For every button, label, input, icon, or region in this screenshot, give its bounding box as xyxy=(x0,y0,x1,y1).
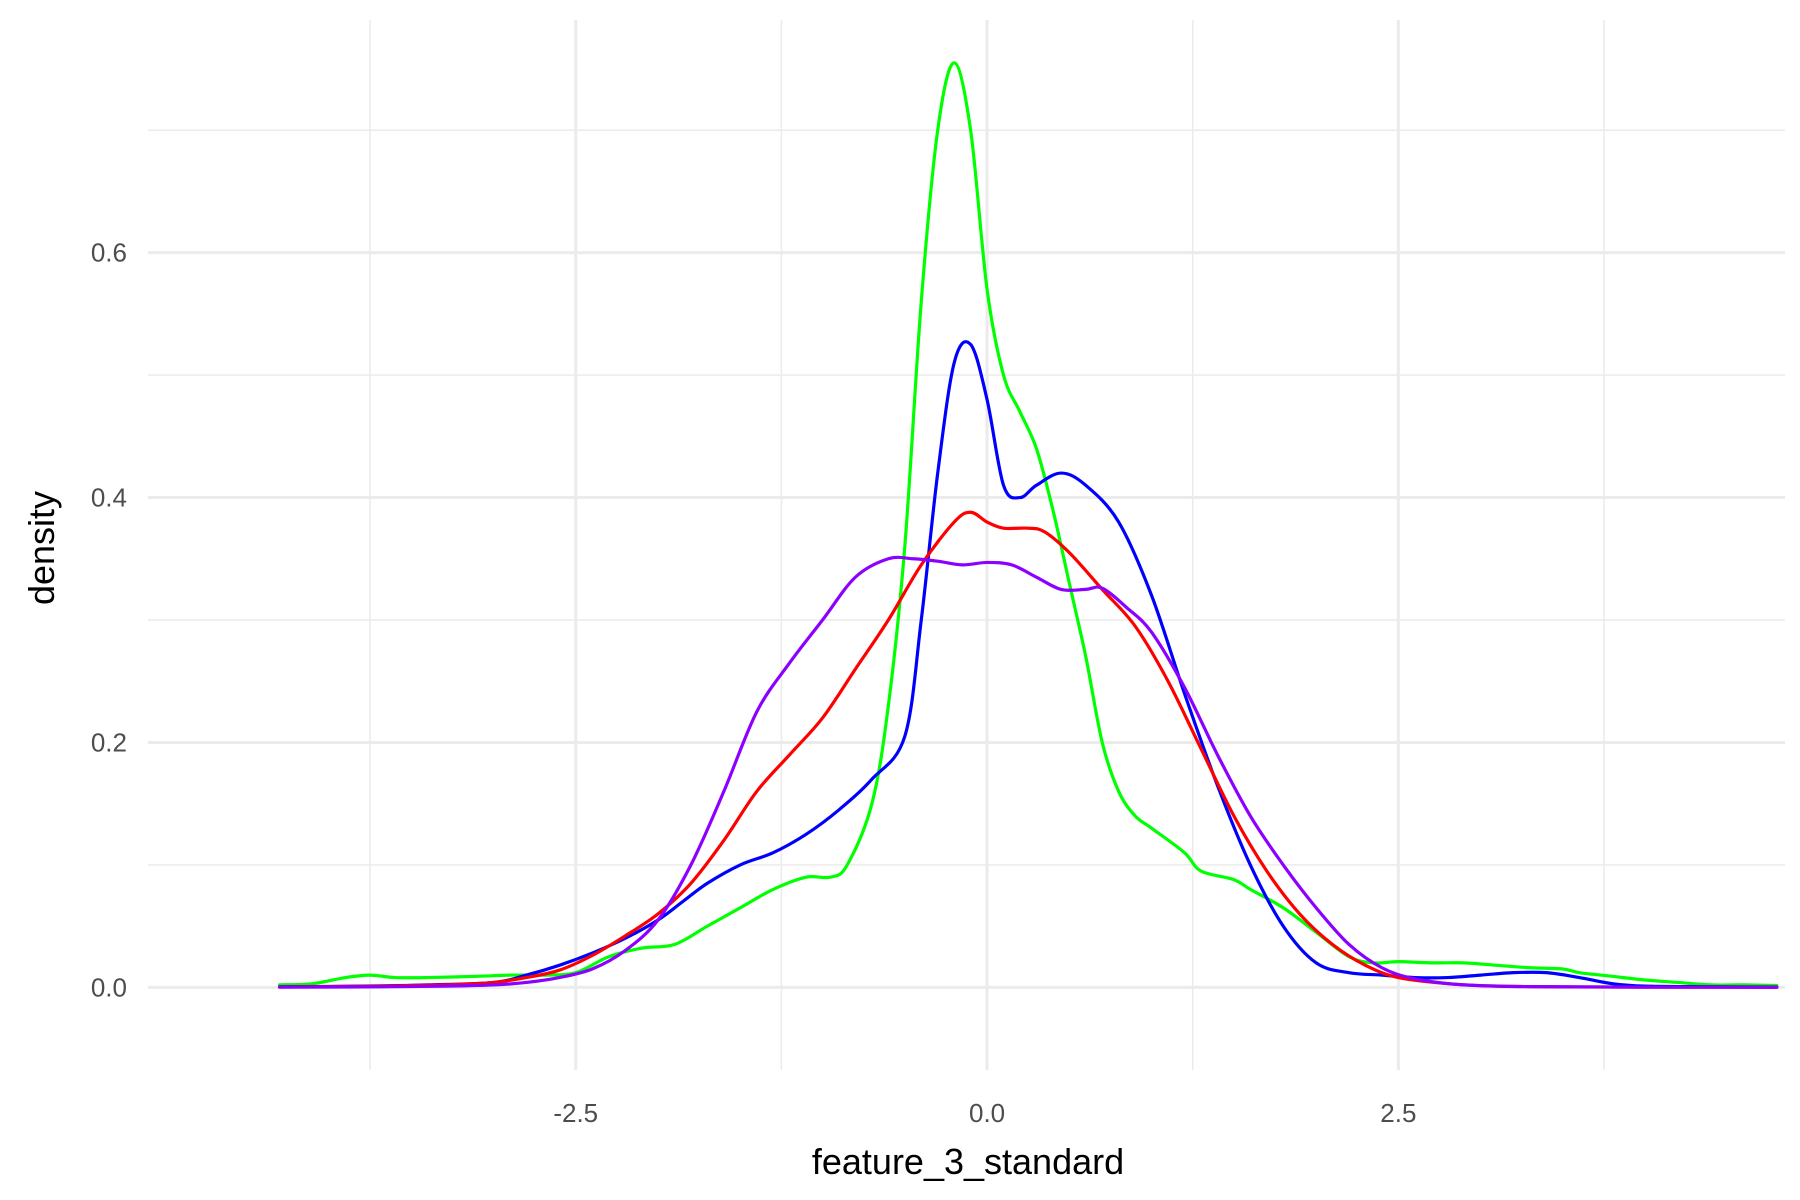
density-series xyxy=(278,61,1779,989)
x-tick-label: -2.5 xyxy=(553,1098,598,1128)
x-axis-tick-labels: -2.5 0.0 2.5 xyxy=(553,1098,1416,1128)
x-tick-label: 2.5 xyxy=(1380,1098,1416,1128)
x-axis-title: feature_3_standard xyxy=(812,1141,1124,1182)
x-tick-label: 0.0 xyxy=(969,1098,1005,1128)
density-line-3 xyxy=(278,510,1779,989)
grid-lines xyxy=(148,20,1785,1070)
y-axis-tick-labels: 0.0 0.2 0.4 0.6 xyxy=(91,238,127,1003)
y-axis-title: density xyxy=(21,491,62,605)
y-tick-label: 0.4 xyxy=(91,483,127,513)
y-tick-label: 0.2 xyxy=(91,727,127,757)
density-line-2 xyxy=(278,340,1779,989)
density-line-1 xyxy=(278,61,1779,988)
density-line-4 xyxy=(278,555,1779,989)
y-tick-label: 0.6 xyxy=(91,238,127,268)
y-tick-label: 0.0 xyxy=(91,972,127,1002)
